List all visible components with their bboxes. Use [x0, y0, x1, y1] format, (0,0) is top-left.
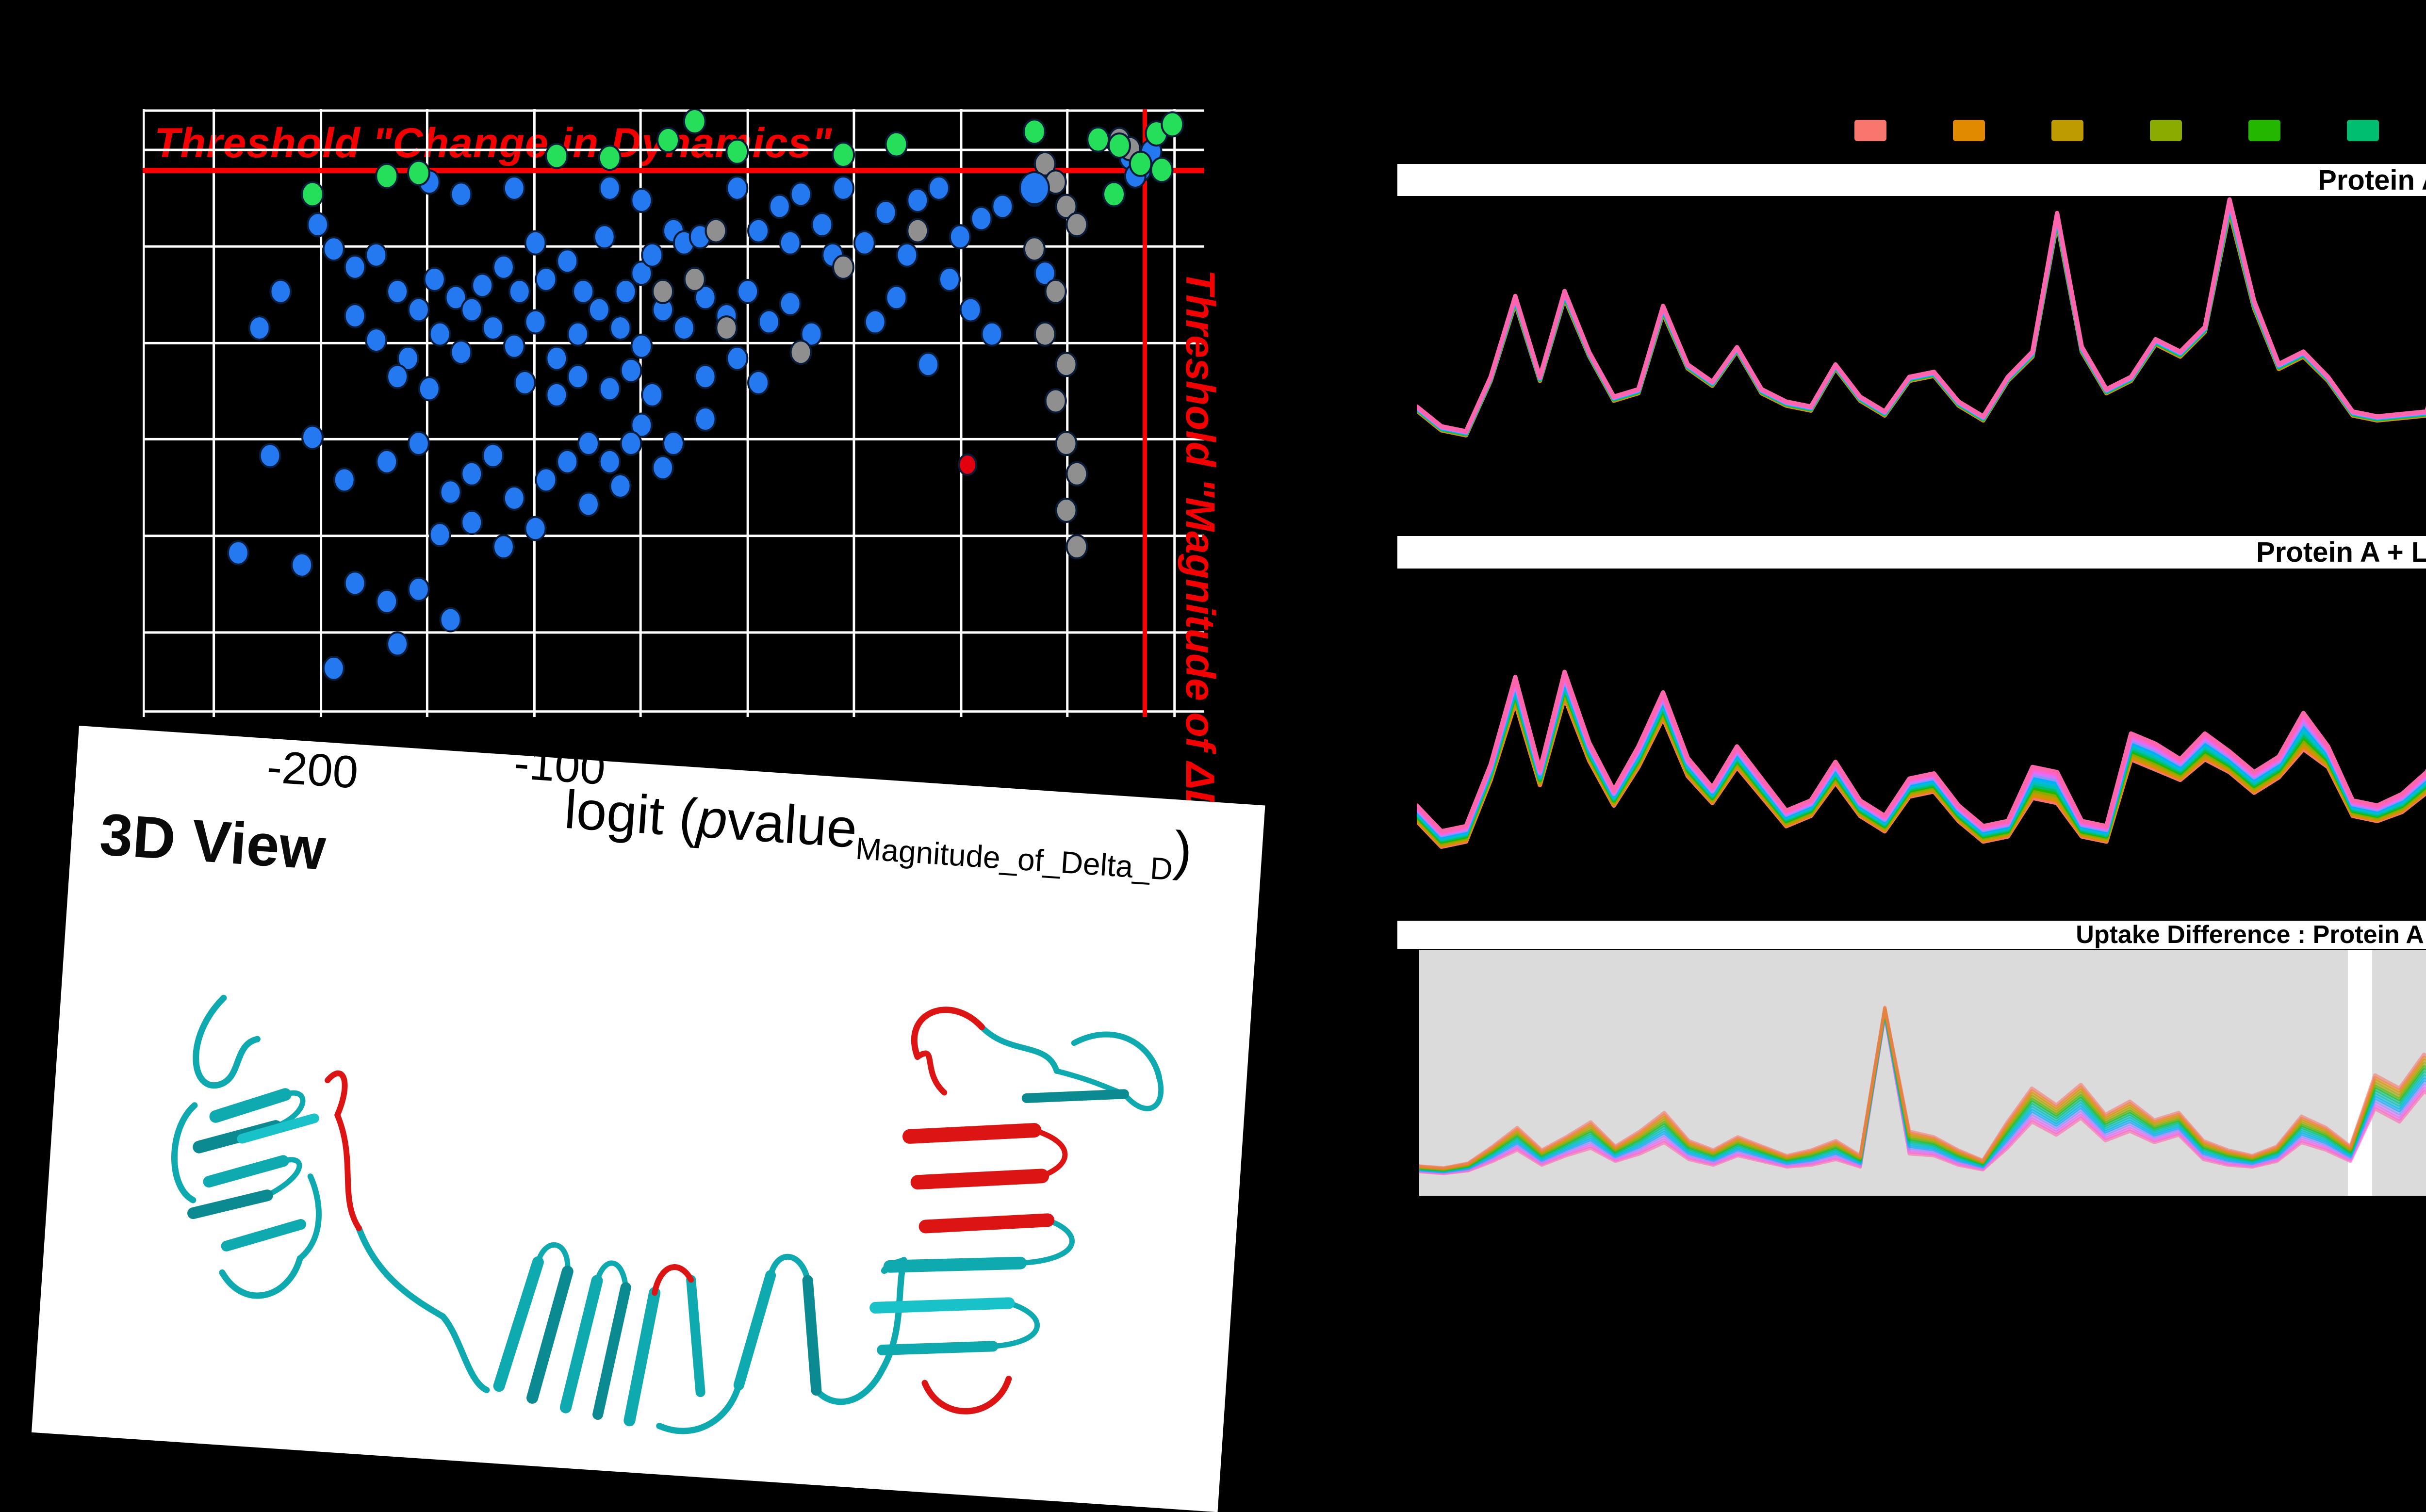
protein-ribbon-structure[interactable] [95, 890, 1265, 1510]
legend-swatch [2347, 120, 2379, 141]
uptake-difference-chart[interactable] [1417, 950, 2426, 1196]
panel-title-protein-a-ligand: Protein A + Ligand [1397, 536, 2426, 569]
panel-title-protein-a: Protein A [1397, 164, 2426, 196]
threshold-change-in-dynamics-label: Threshold "Change in Dynamics" [154, 120, 833, 166]
threshold-magnitude-label: Threshold "Magnitude of ΔD" [1178, 270, 1223, 838]
panel-title-uptake-difference: Uptake Difference : Protein A - (Protein… [1397, 921, 2426, 952]
panel-title-text: Protein A + Ligand [2256, 537, 2426, 568]
panel-title-text: Protein A [2318, 164, 2426, 196]
timepoint-legend [1854, 120, 2426, 141]
legend-swatch [2051, 120, 2083, 141]
3d-view-heading: 3D View [98, 801, 328, 882]
uptake-chart-protein-a-ligand[interactable] [1414, 569, 2426, 898]
uptake-chart-protein-a[interactable] [1414, 196, 2426, 506]
x-axis-label: logit (pvalueMagnitude_of_Delta_D) [562, 779, 1194, 887]
panel-title-text: Uptake Difference : Protein A - (Protein… [2076, 921, 2426, 949]
legend-swatch [2150, 120, 2182, 141]
volcano-scatter-plot[interactable] [142, 108, 1204, 717]
legend-swatch [2248, 120, 2280, 141]
x-tick-label: -200 [265, 741, 360, 798]
legend-swatch [1854, 120, 1886, 141]
snapshot-card-3d-view: -200 -100 logit (pvalueMagnitude_of_Delt… [31, 726, 1265, 1512]
legend-swatch [1953, 120, 1985, 141]
